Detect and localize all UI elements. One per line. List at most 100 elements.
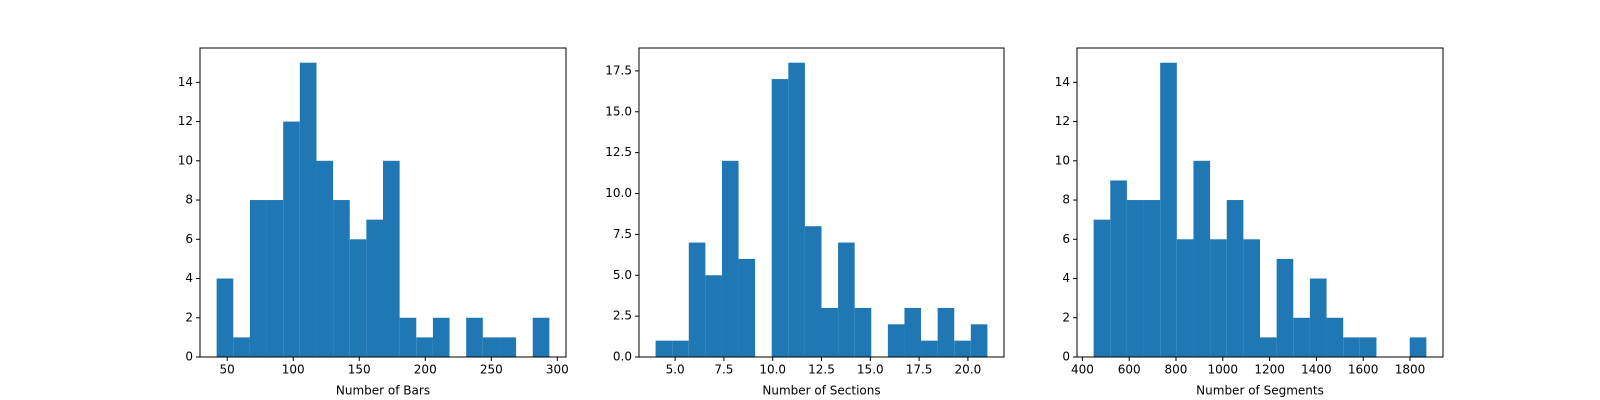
bar	[466, 317, 483, 357]
x-tick-label: 5.0	[666, 363, 685, 377]
x-tick-label: 1200	[1254, 363, 1285, 377]
x-tick-label: 200	[414, 363, 437, 377]
bar	[672, 340, 689, 357]
bar	[333, 200, 350, 357]
y-tick-label: 2	[1062, 310, 1070, 324]
bar	[937, 307, 955, 357]
bar	[771, 79, 789, 358]
x-axis-label: Number of Sections	[762, 384, 880, 398]
x-tick-label: 12.5	[808, 363, 835, 377]
bar	[1143, 200, 1161, 357]
bar	[233, 337, 250, 357]
bar	[655, 340, 673, 357]
bar	[432, 317, 450, 357]
y-tick-label: 10	[178, 153, 193, 167]
bar	[1326, 317, 1344, 357]
y-tick-label: 2	[185, 310, 193, 324]
bar	[482, 337, 500, 357]
bar	[1126, 200, 1144, 357]
bar	[1343, 337, 1360, 357]
y-tick-label: 4	[185, 271, 193, 285]
x-tick-label: 50	[220, 363, 235, 377]
bar	[1176, 239, 1194, 357]
y-tick-label: 14	[178, 75, 193, 89]
bar	[1210, 239, 1227, 357]
bar	[1243, 239, 1260, 357]
bar	[838, 242, 855, 357]
axes-frame	[1076, 47, 1444, 358]
bar	[887, 324, 905, 357]
bar	[216, 278, 234, 357]
bar	[1309, 278, 1327, 357]
bar	[532, 317, 550, 357]
bar	[970, 324, 988, 357]
bar	[804, 226, 822, 357]
x-tick-label: 1000	[1208, 363, 1239, 377]
bar	[738, 258, 756, 357]
bar	[1093, 219, 1111, 357]
bar	[688, 242, 706, 357]
y-tick-label: 10.0	[605, 186, 632, 200]
bar	[1276, 258, 1294, 357]
bar	[499, 337, 517, 357]
bar	[954, 340, 971, 357]
y-tick-label: 14	[1055, 75, 1070, 89]
y-tick-label: 17.5	[605, 63, 632, 77]
y-tick-label: 4	[1062, 271, 1070, 285]
bar	[266, 200, 284, 357]
bar	[1193, 160, 1211, 357]
bar	[1409, 337, 1427, 357]
y-tick-label: 2.5	[613, 309, 632, 323]
y-tick-label: 0	[1062, 350, 1070, 364]
x-tick-label: 100	[282, 363, 305, 377]
x-axis-label: Number of Bars	[336, 384, 430, 398]
bar	[1359, 337, 1377, 357]
y-tick-label: 12	[1055, 114, 1070, 128]
bar	[283, 121, 300, 357]
y-tick-label: 15.0	[605, 104, 632, 118]
bar	[921, 340, 938, 357]
y-tick-label: 7.5	[613, 227, 632, 241]
y-tick-label: 0.0	[613, 350, 632, 364]
bar	[1226, 200, 1244, 357]
bar	[349, 239, 367, 357]
y-tick-label: 8	[1062, 193, 1070, 207]
bar	[1260, 337, 1277, 357]
x-tick-label: 1800	[1395, 363, 1426, 377]
y-tick-label: 5.0	[613, 268, 632, 282]
x-tick-label: 20.0	[955, 363, 982, 377]
bar	[1293, 317, 1310, 357]
x-tick-label: 7.5	[714, 363, 733, 377]
x-tick-label: 400	[1071, 363, 1094, 377]
y-tick-label: 0	[185, 350, 193, 364]
bar	[854, 307, 872, 357]
bar	[821, 307, 839, 357]
bar	[399, 317, 417, 357]
bar	[299, 62, 317, 357]
bar	[721, 160, 739, 357]
bar	[1110, 180, 1127, 357]
y-tick-label: 6	[1062, 232, 1070, 246]
x-tick-label: 600	[1118, 363, 1141, 377]
y-tick-label: 12.5	[605, 145, 632, 159]
y-tick-label: 8	[185, 193, 193, 207]
bar	[416, 337, 433, 357]
x-tick-label: 10.0	[759, 363, 786, 377]
x-tick-label: 250	[480, 363, 503, 377]
y-tick-label: 10	[1055, 153, 1070, 167]
bar	[788, 62, 805, 357]
x-tick-label: 150	[348, 363, 371, 377]
axes-frame	[199, 47, 567, 358]
x-tick-label: 1400	[1301, 363, 1332, 377]
x-tick-label: 15.0	[857, 363, 884, 377]
bar	[705, 275, 722, 357]
y-tick-label: 12	[178, 114, 193, 128]
bar	[316, 160, 334, 357]
bar	[249, 200, 267, 357]
bar	[1160, 62, 1177, 357]
bar	[383, 160, 400, 357]
x-tick-label: 1600	[1348, 363, 1379, 377]
x-tick-label: 800	[1165, 363, 1188, 377]
bar	[366, 219, 383, 357]
